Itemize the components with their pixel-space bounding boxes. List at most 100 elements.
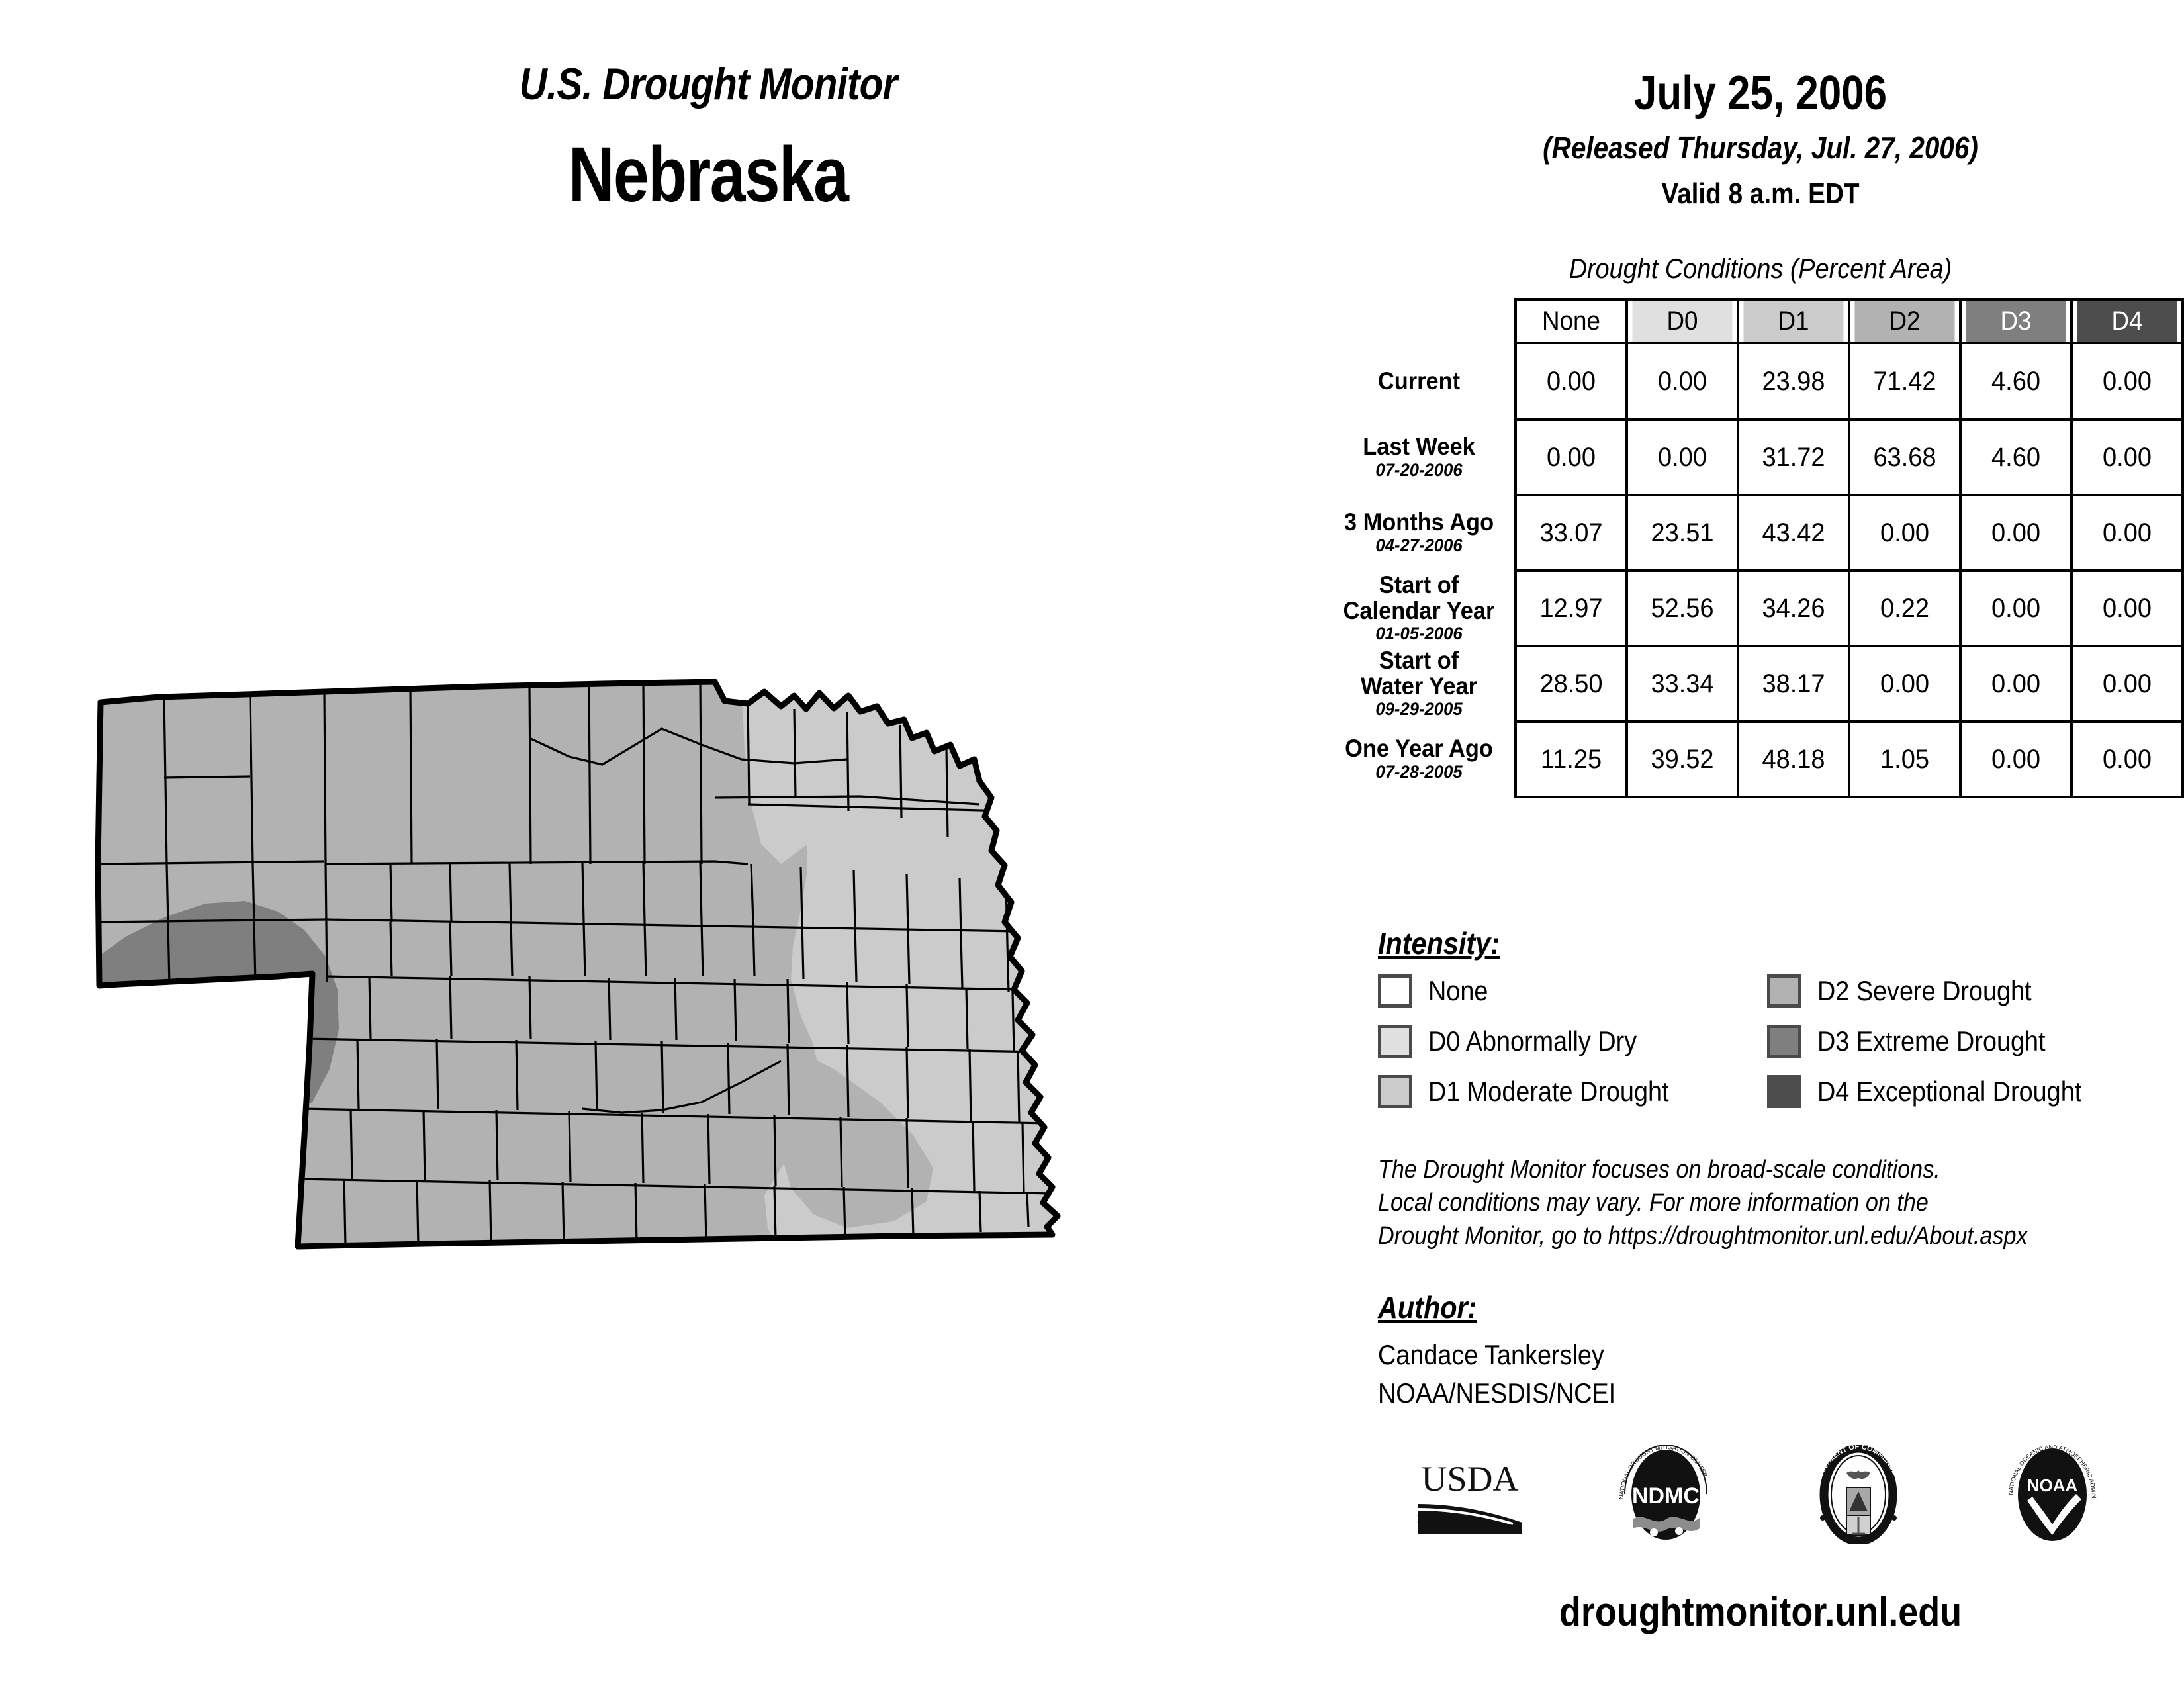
legend-item-d3: D3 Extreme Drought: [1767, 1025, 2071, 1058]
state-title: Nebraska: [568, 131, 849, 218]
legend-item-none: None: [1378, 974, 1494, 1008]
cell-lastweek-d0: 0.00: [1628, 418, 1737, 496]
cell-current-d3: 4.60: [1962, 342, 2070, 421]
row-label-last-week: Last Week 07-20-2006: [1324, 420, 1516, 495]
row-label-text: 3 Months Ago: [1343, 508, 1494, 536]
site-url[interactable]: droughtmonitor.unl.edu: [1559, 1589, 1962, 1635]
legend-item-d2: D2 Severe Drought: [1767, 974, 2056, 1008]
disclaimer-line-2: Local conditions may vary. For more info…: [1378, 1189, 1929, 1217]
legend-swatch-d4: [1767, 1075, 1801, 1108]
row-label-text: Last Week: [1363, 433, 1475, 461]
row-label-current: Current: [1324, 343, 1516, 420]
cell-wateryear-d0: 33.34: [1628, 645, 1737, 723]
author-heading: Author:: [1378, 1290, 1477, 1325]
table-row: Start of Calendar Year 01-05-2006 12.97 5…: [1324, 569, 2183, 647]
row-label-text: One Year Ago: [1345, 735, 1493, 763]
row-label-start-calendar-year: Start of Calendar Year 01-05-2006: [1324, 571, 1516, 646]
cell-3months-d1: 43.42: [1739, 494, 1848, 572]
cell-lastweek-none: 0.00: [1517, 418, 1625, 496]
cell-lastweek-d3: 4.60: [1962, 418, 2070, 496]
legend-item-d0: D0 Abnormally Dry: [1378, 1025, 1660, 1058]
table-caption: Drought Conditions (Percent Area): [1569, 253, 1952, 284]
row-label-start-water-year: Start of Water Year 09-29-2005: [1324, 646, 1516, 722]
cell-calyear-d3: 0.00: [1962, 569, 2070, 647]
map-panel: U.S. Drought Monitor Nebraska: [79, 59, 1310, 1254]
cell-current-d0: 0.00: [1628, 342, 1737, 421]
cell-calyear-d0: 52.56: [1628, 569, 1737, 647]
cell-current-d4: 0.00: [2073, 342, 2181, 421]
legend-swatch-d0: [1378, 1025, 1412, 1058]
fill-d3-southwest: [98, 901, 339, 1109]
ndmc-logo: NDMC NATIONAL DROUGHT MITIGATION CENTER: [1613, 1443, 1719, 1548]
cell-3months-d3: 0.00: [1962, 494, 2070, 572]
disclaimer-text: The Drought Monitor focuses on broad-sca…: [1378, 1153, 2028, 1252]
legend-swatch-d3: [1767, 1025, 1801, 1058]
table-row: One Year Ago 07-28-2005 11.25 39.52 48.1…: [1324, 720, 2183, 798]
cell-oneyear-d2: 1.05: [1850, 720, 1959, 798]
noaa-logo: NOAA NATIONAL OCEANIC AND ATMOSPHERIC AD…: [1996, 1440, 2107, 1548]
cell-oneyear-d4: 0.00: [2073, 720, 2181, 798]
fill-d2-east-tongue: [776, 1043, 933, 1228]
release-date: (Released Thursday, Jul. 27, 2006): [1543, 130, 1978, 165]
row-label-date: 09-29-2005: [1375, 699, 1463, 720]
disclaimer-line-3[interactable]: Drought Monitor, go to https://droughtmo…: [1378, 1222, 2028, 1250]
legend-label-none: None: [1428, 975, 1488, 1006]
table-row: 3 Months Ago 04-27-2006 33.07 23.51 43.4…: [1324, 494, 2183, 572]
date-heading: July 25, 2006: [1633, 67, 1888, 120]
column-header-none: None: [1518, 298, 1624, 344]
cell-wateryear-none: 28.50: [1517, 645, 1625, 723]
author-block: Candace Tankersley NOAA/NESDIS/NCEI: [1378, 1336, 1615, 1413]
cell-oneyear-d0: 39.52: [1628, 720, 1737, 798]
cell-oneyear-none: 11.25: [1517, 720, 1625, 798]
cell-3months-d0: 23.51: [1628, 494, 1737, 572]
legend-swatch-d2: [1767, 974, 1801, 1008]
column-header-d3: D3: [1963, 298, 2069, 344]
legend-swatch-none: [1378, 974, 1412, 1008]
table-row: Current 0.00 0.00 23.98 71.42 4.60 0.00: [1324, 342, 2183, 421]
legend-label-d3: D3 Extreme Drought: [1817, 1025, 2046, 1056]
cell-lastweek-d4: 0.00: [2073, 418, 2181, 496]
row-label-date: 07-20-2006: [1375, 459, 1463, 480]
column-header-d4: D4: [2074, 298, 2180, 344]
cell-wateryear-d3: 0.00: [1962, 645, 2070, 723]
cell-calyear-d1: 34.26: [1739, 569, 1848, 647]
row-label-date: 07-28-2005: [1375, 761, 1463, 782]
legend-item-d4: D4 Exceptional Drought: [1767, 1075, 2111, 1108]
column-header-d2: D2: [1852, 298, 1958, 344]
row-label-date: 01-05-2006: [1375, 624, 1463, 644]
table-header-row: None D0 D1 D2 D3 D4: [1324, 298, 2183, 344]
cell-3months-none: 33.07: [1517, 494, 1625, 572]
cell-lastweek-d2: 63.68: [1850, 418, 1959, 496]
row-label-text: Start of Water Year: [1360, 646, 1477, 700]
valid-time: Valid 8 a.m. EDT: [1661, 177, 1860, 210]
legend-item-d1: D1 Moderate Drought: [1378, 1075, 1696, 1108]
program-title: U.S. Drought Monitor: [519, 59, 898, 109]
cell-3months-d2: 0.00: [1850, 494, 1959, 572]
svg-text:USDA: USDA: [1421, 1459, 1518, 1499]
agency-logos: USDA NDMC NATIONAL DROUGHT MITIGATION CE…: [1370, 1430, 2151, 1562]
legend-label-d4: D4 Exceptional Drought: [1817, 1076, 2082, 1107]
state-outline: [95, 679, 1061, 1250]
legend-label-d2: D2 Severe Drought: [1817, 975, 2032, 1006]
legend-label-d0: D0 Abnormally Dry: [1428, 1025, 1637, 1056]
row-label-one-year-ago: One Year Ago 07-28-2005: [1324, 722, 1516, 797]
svg-text:NOAA: NOAA: [2027, 1476, 2078, 1495]
cell-oneyear-d3: 0.00: [1962, 720, 2070, 798]
usda-logo: USDA: [1414, 1448, 1526, 1544]
cell-current-none: 0.00: [1517, 342, 1625, 421]
drought-conditions-table: None D0 D1 D2 D3 D4 Current 0.00 0.00 23…: [1324, 298, 2184, 798]
row-label-text: Current: [1377, 367, 1461, 395]
fill-d1-north-lobe: [741, 682, 807, 864]
header-spacer: [1324, 299, 1516, 343]
table-row: Last Week 07-20-2006 0.00 0.00 31.72 63.…: [1324, 418, 2183, 496]
cell-calyear-d2: 0.22: [1850, 569, 1959, 647]
doc-logo: DEPARTMENT OF COMMERCE: [1805, 1442, 1911, 1548]
cell-calyear-none: 12.97: [1517, 569, 1625, 647]
row-label-date: 04-27-2006: [1375, 535, 1463, 555]
nebraska-drought-map: [79, 645, 1310, 1254]
author-affiliation: NOAA/NESDIS/NCEI: [1378, 1377, 1616, 1409]
cell-wateryear-d4: 0.00: [2073, 645, 2181, 723]
row-label-text: Start of Calendar Year: [1343, 571, 1495, 624]
cell-lastweek-d1: 31.72: [1739, 418, 1848, 496]
row-label-3-months-ago: 3 Months Ago 04-27-2006: [1324, 495, 1516, 571]
